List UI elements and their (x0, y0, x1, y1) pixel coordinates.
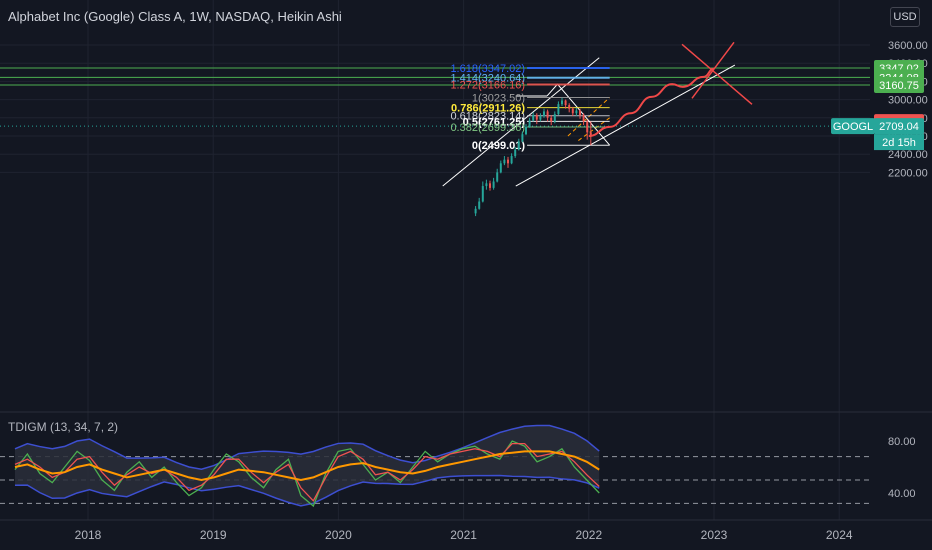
candle-body (521, 134, 524, 142)
candle-body (575, 110, 578, 114)
candle-body (550, 117, 553, 122)
candle-body (589, 132, 592, 136)
target-cross-mark (681, 43, 753, 105)
price-tick-label: 3000.00 (888, 95, 928, 107)
fib-level-label: 1(3023.50) (472, 92, 525, 104)
candle-body (528, 120, 531, 127)
time-tick-label: 2019 (200, 528, 227, 542)
currency-button[interactable]: USD (890, 7, 920, 27)
indicator-title[interactable]: TDIGM (13, 34, 7, 2) (8, 420, 119, 434)
time-tick-label: 2018 (75, 528, 102, 542)
ticker-badge-background (831, 118, 875, 135)
fib-level-label: 0.786(2911.26) (451, 103, 525, 115)
candle-body (514, 149, 517, 157)
countdown-label: 2d 15h (882, 137, 916, 149)
indicator-band-fill (14, 425, 600, 506)
candles-layer (474, 97, 592, 217)
candle-body (564, 100, 567, 106)
channel-upper-line (442, 57, 600, 187)
candle-body (485, 183, 488, 187)
candle-body (586, 121, 589, 133)
indicator-tick-label: 40.00 (888, 488, 916, 500)
countdown-background (874, 134, 924, 151)
candle-body (539, 115, 542, 120)
candle-body (507, 159, 509, 164)
candle-body (546, 111, 549, 118)
time-tick-label: 2022 (575, 528, 602, 542)
fib-level-label: 1.272(3166.16) (450, 79, 525, 91)
candle-body (579, 110, 581, 116)
indicator-series-line (14, 440, 600, 508)
fib-level-label: 0.5(2761.25) (463, 116, 526, 128)
time-tick-label: 2023 (701, 528, 728, 542)
time-axis: 2018 2019 2020 2021 2022 2023 2024 (75, 528, 853, 542)
price-tag-label: 2709.04 (879, 121, 919, 133)
indicator-band-lower (14, 474, 600, 507)
price-tag: 2709.04 (874, 118, 924, 135)
drawings-layer: 1.618(3347.02)1.414(3240.64)1.272(3166.1… (442, 41, 753, 187)
price-tick-label: 2200.00 (888, 167, 928, 179)
indicator-tick-label: 80.00 (888, 436, 916, 448)
ticker-badge-label: GOOGL (833, 121, 873, 133)
candle-body (481, 186, 484, 202)
price-tag-label: 3160.75 (879, 80, 919, 92)
candle-body (568, 105, 571, 109)
fib-level-label: 1.414(3240.64) (450, 73, 525, 85)
candle-body (543, 111, 545, 116)
price-tick-label: 3600.00 (888, 40, 928, 52)
candle-body (525, 126, 527, 135)
candle-body (535, 115, 538, 120)
time-tick-label: 2024 (826, 528, 853, 542)
indicator-pane: 40.00 80.00 (0, 424, 916, 508)
fib-level-label: 0.618(2823.14) (450, 111, 525, 123)
indicator-series-line (14, 450, 600, 482)
candle-body (478, 201, 481, 209)
candle-body (503, 159, 506, 164)
price-axis: 2200.002400.002600.002800.003000.003200.… (831, 40, 928, 179)
candle-body (492, 181, 495, 188)
price-tick-label: 2400.00 (888, 149, 928, 161)
candle-body (561, 100, 563, 105)
candle-body (474, 208, 477, 214)
candle-body (571, 108, 574, 114)
projection-path (588, 67, 715, 137)
candle-body (517, 141, 520, 150)
fib-level-label: 0.382(2699.36) (450, 122, 525, 134)
price-tag-background (874, 76, 924, 93)
fib-level-label: 1.618(3347.02) (450, 63, 525, 75)
candle-body (496, 172, 499, 182)
candle-body (499, 163, 502, 173)
candle-body (553, 114, 556, 122)
target-cross-mark (691, 41, 735, 99)
chart-title[interactable]: Alphabet Inc (Google) Class A, 1W, NASDA… (8, 9, 342, 24)
dashed-trend-line (567, 97, 611, 137)
candle-body (582, 115, 585, 122)
price-tag-background (874, 118, 924, 135)
fib-level-label: 0(2499.01) (472, 140, 526, 152)
indicator-band-upper (14, 424, 600, 471)
candle-body (510, 156, 513, 164)
price-tag: 3160.75 (874, 76, 924, 93)
time-tick-label: 2020 (325, 528, 352, 542)
time-tick-label: 2021 (450, 528, 477, 542)
channel-lower-line (515, 64, 736, 187)
candle-body (532, 115, 535, 121)
candle-body (489, 183, 491, 188)
candle-body (557, 104, 560, 115)
